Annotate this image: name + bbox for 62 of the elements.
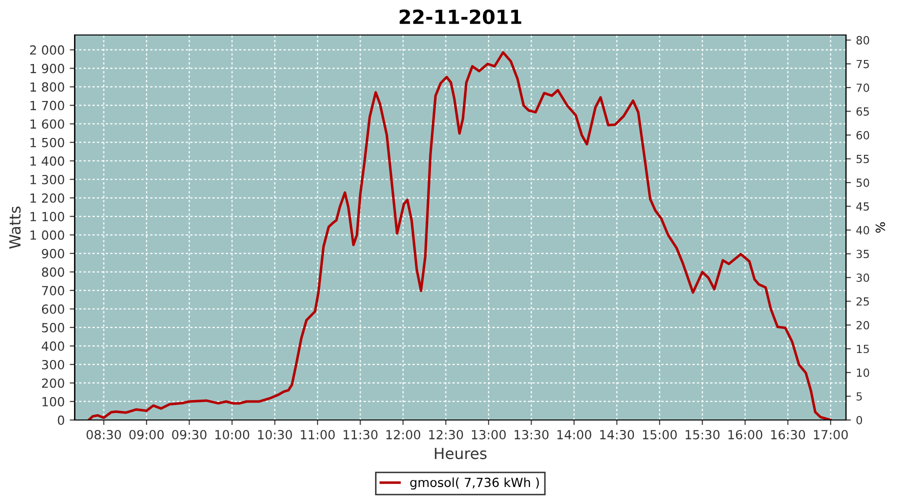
y-tick-label: 400 [42,341,64,351]
x-tick-label: 16:00 [728,430,762,440]
y2-tick-label: 0 [856,416,862,424]
y2-axis-title: % [876,222,886,233]
y2-tick-label: 60 [856,131,870,140]
y-tick-label: 1 900 [30,64,64,74]
line-series [87,51,832,420]
x-tick-label: 15:00 [642,430,677,440]
x-tick-label: 12:00 [386,430,420,440]
y-tick-label: 900 [42,248,64,258]
y2-tick-label: 65 [856,107,869,116]
y-tick-label: 1 100 [30,212,64,222]
legend-label: gmosol( 7,736 kWh ) [410,477,539,490]
x-tick-label: 14:30 [600,430,634,440]
y-tick-label: 1 600 [30,119,64,129]
y2-tick-label: 75 [856,60,869,68]
y-tick-label: 2 000 [30,45,64,55]
y-tick-label: 0 [58,415,64,425]
x-tick-label: 10:00 [215,430,250,440]
x-tick-label: 11:30 [344,430,378,440]
y2-tick-label: 40 [856,226,870,234]
y-tick-label: 1 300 [30,174,64,184]
y-tick-label: 1 500 [30,138,64,148]
x-tick-label: 16:30 [771,430,806,440]
y2-tick-label: 25 [856,297,869,306]
y-tick-label: 1 800 [30,82,64,92]
y2-tick-label: 50 [856,178,870,187]
x-tick-label: 13:30 [514,430,549,440]
y2-tick-label: 5 [856,392,862,401]
chart-title: 22-11-2011 [400,9,522,24]
x-tick-label: 13:00 [472,430,506,440]
y-tick-label: 300 [42,360,64,370]
y2-tick-label: 35 [856,250,869,258]
y2-tick-label: 55 [856,154,869,164]
y-tick-label: 700 [42,286,64,296]
y2-tick-label: 30 [856,274,870,282]
y2-tick-label: 70 [856,84,870,92]
y-tick-label: 100 [42,396,64,406]
x-tick-label: 17:00 [814,430,848,440]
y-tick-label: 1 400 [30,156,64,166]
x-tick-label: 10:30 [258,430,292,440]
y-tick-label: 200 [42,378,64,388]
x-tick-label: 11:00 [300,430,335,440]
y2-tick-label: 45 [856,202,869,211]
y-tick-label: 800 [42,267,64,277]
x-tick-label: 09:30 [172,430,206,440]
x-axis-title: Heures [434,448,487,460]
x-tick-label: 12:30 [429,430,463,440]
y-tick-label: 1 200 [30,193,64,203]
y-tick-label: 1 000 [30,230,64,240]
y-tick-label: 600 [42,304,64,314]
y2-tick-label: 80 [856,36,870,44]
x-tick-label: 09:00 [129,430,164,440]
y-tick-label: 1 700 [30,100,64,110]
y2-tick-label: 15 [856,344,869,354]
y2-tick-label: 20 [856,320,870,330]
x-tick-label: 15:30 [686,430,720,440]
y-tick-label: 500 [42,322,64,332]
y-axis-title: Watts [9,206,21,249]
x-tick-label: 08:30 [86,430,121,440]
x-tick-label: 14:00 [557,430,592,440]
y2-tick-label: 10 [856,368,870,377]
